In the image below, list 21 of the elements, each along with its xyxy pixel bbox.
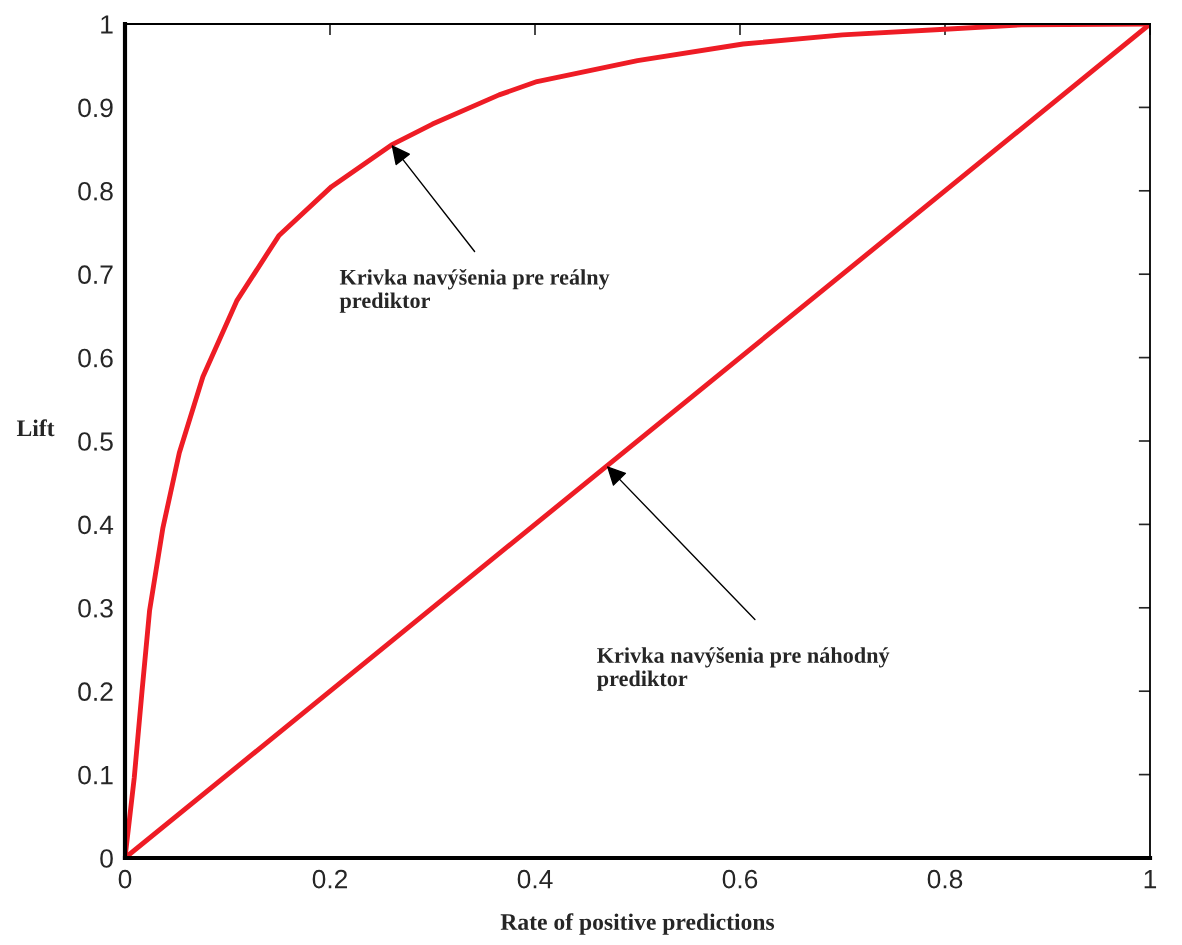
- y-tick-label: 0.3: [78, 598, 113, 618]
- y-tick-label: 0.1: [78, 765, 113, 785]
- x-tick-label: 1: [1144, 870, 1157, 889]
- y-axis-title: Lift: [16, 419, 55, 437]
- y-tick-label: 0: [100, 849, 113, 868]
- y-tick-label: 1: [101, 15, 113, 34]
- x-tick-label: 0.6: [722, 869, 758, 889]
- x-tick-label: 0.4: [517, 869, 553, 889]
- x-tick-label: 0.2: [312, 869, 348, 889]
- y-tick-label: 0.8: [78, 181, 113, 201]
- annotation: Krivka navýšenia pre reálny prediktor: [339, 268, 610, 313]
- x-tick-label: 0.8: [927, 869, 963, 889]
- annotation: Krivka navýšenia pre náhodný prediktor: [597, 647, 890, 691]
- y-tick-label: 0.4: [78, 515, 114, 535]
- y-tick-label: 0.9: [78, 98, 113, 118]
- y-tick-label: 0.6: [78, 348, 113, 368]
- y-tick-label: 0.5: [78, 432, 113, 451]
- x-axis-title: Rate of positive predictions: [500, 913, 775, 935]
- y-tick-label: 0.2: [78, 682, 113, 702]
- x-tick-label: 0: [118, 869, 132, 889]
- y-tick-label: 0.7: [78, 265, 113, 285]
